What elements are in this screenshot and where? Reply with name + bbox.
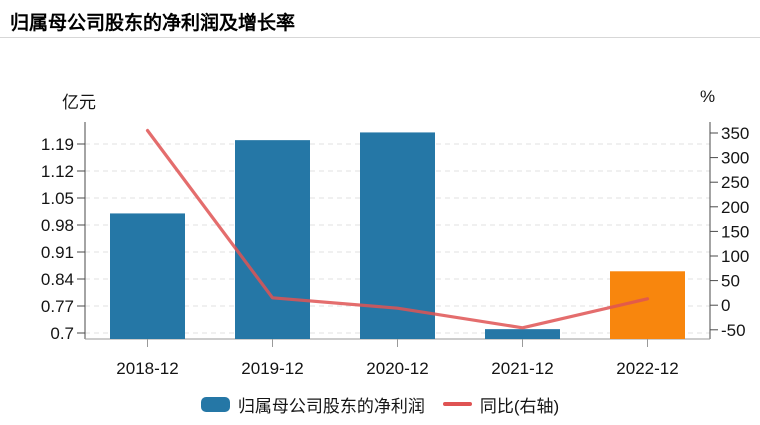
x-axis-label: 2018-12 — [116, 359, 178, 378]
legend-line-label: 同比(右轴) — [479, 396, 560, 416]
legend-bar-label: 归属母公司股东的净利润 — [237, 396, 425, 416]
legend: 归属母公司股东的净利润 同比(右轴) — [0, 391, 760, 417]
yoy-line — [145, 128, 650, 330]
left-axis-tick-label: 0.84 — [41, 270, 74, 289]
legend-item-yoy: 同比(右轴) — [442, 392, 560, 417]
bar-2021-12 — [485, 329, 560, 339]
bar-2019-12 — [235, 140, 310, 339]
x-axis-label: 2019-12 — [241, 359, 303, 378]
x-axis-label: 2020-12 — [366, 359, 428, 378]
left-axis-tick-label: 0.91 — [41, 243, 74, 262]
right-axis-tick-label: 200 — [721, 198, 749, 217]
right-axis-tick-label: 350 — [721, 124, 749, 143]
right-axis-unit-label: % — [700, 87, 716, 106]
left-axis-tick-label: 0.98 — [41, 216, 74, 235]
left-axis-tick-label: 1.19 — [41, 135, 74, 154]
bar-2018-12 — [110, 213, 185, 339]
chart-title: 归属母公司股东的净利润及增长率 — [10, 13, 296, 34]
left-axis-tick-label: 0.77 — [41, 297, 74, 316]
left-axis-unit-label: 亿元 — [62, 93, 96, 112]
legend-line-swatch — [442, 402, 472, 406]
right-axis-tick-label: -50 — [721, 321, 746, 340]
title-divider — [0, 37, 760, 38]
left-axis-tick-label: 0.7 — [50, 324, 74, 343]
right-axis-tick-label: 50 — [721, 272, 740, 291]
right-axis-tick-label: 0 — [721, 296, 730, 315]
right-axis-tick-label: 300 — [721, 149, 749, 168]
right-axis-tick-label: 250 — [721, 173, 749, 192]
x-axis-label: 2021-12 — [491, 359, 553, 378]
legend-bar-swatch — [200, 396, 230, 412]
left-axis-tick-label: 1.12 — [41, 162, 74, 181]
legend-item-net-profit: 归属母公司股东的净利润 — [200, 392, 425, 417]
right-axis-tick-label: 150 — [721, 222, 749, 241]
left-axis-tick-label: 1.05 — [41, 189, 74, 208]
right-axis-tick-label: 100 — [721, 247, 749, 266]
x-axis-label: 2022-12 — [616, 359, 678, 378]
